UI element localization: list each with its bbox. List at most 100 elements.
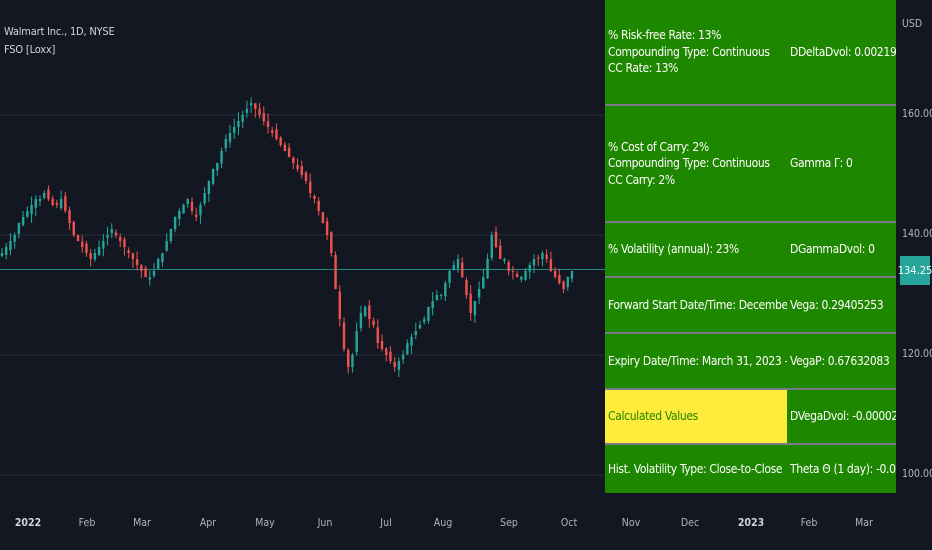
candle-body <box>287 147 291 157</box>
time-tick: Feb <box>78 517 96 529</box>
candle-body <box>452 265 455 270</box>
time-tick: May <box>255 517 275 529</box>
candle-body <box>9 241 12 251</box>
candle-body <box>271 130 274 133</box>
candle-body <box>570 271 574 279</box>
candle-body <box>477 289 481 298</box>
candle-body <box>317 200 320 211</box>
candle-body <box>439 295 443 296</box>
candle-body <box>266 121 270 127</box>
price-axis[interactable]: USD 160.00 140.00 120.00 100.00 <box>895 0 932 510</box>
candle-body <box>330 232 333 253</box>
candle-body <box>106 235 109 238</box>
candle-body <box>51 198 54 205</box>
candle-body <box>258 108 261 115</box>
time-tick: 2023 <box>737 517 765 529</box>
table-cell: % Cost of Carry: 2% Compounding Type: Co… <box>605 106 787 221</box>
candle-body <box>47 189 50 199</box>
symbol-legend[interactable]: Walmart Inc., 1D, NYSE <box>4 25 115 38</box>
candle-body <box>26 211 29 217</box>
candle-body <box>494 231 498 247</box>
candle-body <box>43 193 46 198</box>
candle-body <box>372 320 375 325</box>
candle-body <box>528 265 531 272</box>
time-tick: Oct <box>560 517 578 529</box>
candle-body <box>444 283 447 297</box>
candle-body <box>152 271 156 276</box>
candle-body <box>406 343 409 355</box>
candle-body <box>524 271 527 280</box>
candle-body <box>300 166 303 175</box>
candle-body <box>562 281 565 289</box>
candle-body <box>114 232 118 235</box>
candle-body <box>275 129 278 139</box>
candle-body <box>414 331 417 336</box>
candle-body <box>127 250 130 253</box>
candle-body <box>131 253 135 259</box>
candle-body <box>469 293 472 313</box>
price-chart[interactable]: Walmart Inc., 1D, NYSE FSO [Loxx] <box>0 0 895 510</box>
candle-body <box>17 223 21 234</box>
candle-body <box>89 253 92 259</box>
candle-body <box>482 277 485 289</box>
candle-body <box>182 205 185 214</box>
candle-body <box>461 262 464 277</box>
candle-body <box>545 254 548 259</box>
candle-body <box>368 305 371 319</box>
candle-body <box>93 253 97 260</box>
candle-body <box>0 253 4 257</box>
candle-body <box>34 199 37 208</box>
candle-body <box>233 127 236 134</box>
candle-body <box>511 270 515 272</box>
candle-body <box>410 337 413 346</box>
candle-body <box>465 279 468 295</box>
time-tick: Jun <box>317 517 333 529</box>
candle-body <box>448 271 451 283</box>
table-divider <box>605 332 896 334</box>
time-tick: Nov <box>621 517 641 529</box>
candle-body <box>376 327 379 343</box>
candle-body <box>55 203 59 205</box>
candle-body <box>135 259 139 265</box>
indicator-legend[interactable]: FSO [Loxx] <box>4 43 56 56</box>
table-cell: % Volatility (annual): 23% <box>605 223 787 276</box>
table-cell: Forward Start Date/Time: December 31, 20… <box>605 278 787 332</box>
candle-body <box>499 245 502 259</box>
candle-body <box>401 355 405 360</box>
price-tick: 140.00 <box>902 228 932 240</box>
table-cell: % Risk-free Rate: 13% Compounding Type: … <box>605 0 787 104</box>
candle-body <box>178 211 181 219</box>
candle-body <box>397 361 401 370</box>
candle-body <box>211 169 215 185</box>
table-cell: DGammaDvol: 0 <box>787 223 896 276</box>
candle-body <box>283 144 287 151</box>
candle-body <box>21 217 25 225</box>
candle-body <box>558 274 561 283</box>
candle-body <box>169 229 173 242</box>
time-tick: Apr <box>199 517 217 529</box>
table-cell: Hist. Volatility Type: Close-to-Close <box>605 445 787 493</box>
candle-body <box>532 259 536 266</box>
candle-body <box>123 239 126 247</box>
time-tick: Mar <box>855 517 873 529</box>
time-axis[interactable]: 2022 Feb Mar Apr May Jun Jul Aug Sep Oct… <box>0 510 895 550</box>
fso-results-table: % Risk-free Rate: 13% Compounding Type: … <box>605 0 896 493</box>
candle-body <box>321 212 325 223</box>
candlestick-plot[interactable] <box>0 0 895 510</box>
candle-body <box>486 259 489 279</box>
candle-body <box>351 355 354 368</box>
candle-body <box>72 221 75 235</box>
table-cell: DDeltaDvol: 0.00219034 <box>787 0 896 104</box>
candle-body <box>279 137 282 145</box>
price-tick: 120.00 <box>902 348 932 360</box>
candle-body <box>228 133 232 142</box>
candle-body <box>216 163 219 171</box>
candle-body <box>515 273 519 277</box>
candle-body <box>549 259 553 271</box>
candle-body <box>347 350 350 367</box>
candle-body <box>385 348 388 355</box>
candle-body <box>119 237 122 241</box>
candle-body <box>456 259 460 269</box>
table-cell: DVegaDvol: -0.00002578 <box>787 390 896 443</box>
table-cell: Theta Θ (1 day): -0.0271676 <box>787 445 896 493</box>
